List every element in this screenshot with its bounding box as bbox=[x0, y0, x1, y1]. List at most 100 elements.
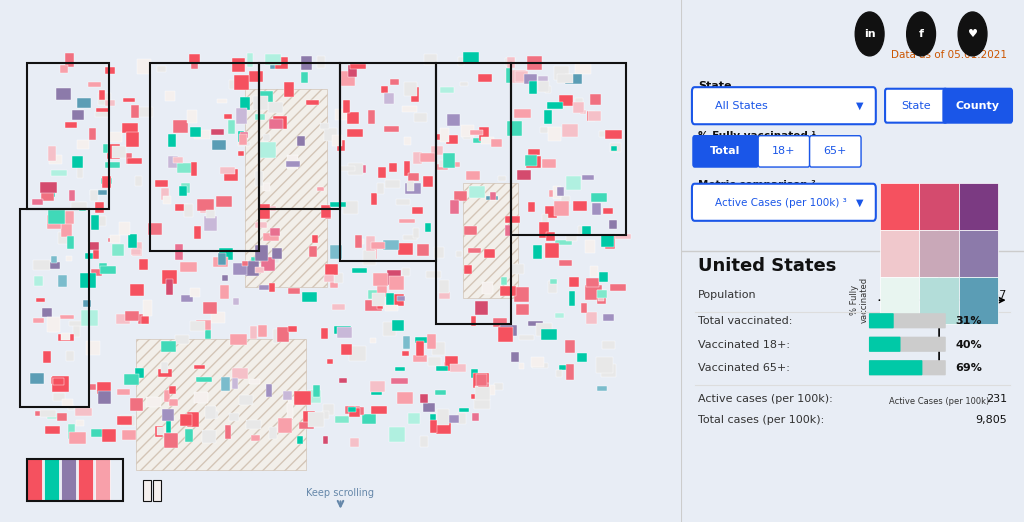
Bar bbox=[343, 100, 350, 113]
Bar bbox=[297, 436, 303, 444]
Bar bbox=[540, 222, 549, 238]
Bar bbox=[313, 385, 319, 397]
Text: Keep scrolling: Keep scrolling bbox=[306, 488, 375, 499]
Bar bbox=[528, 81, 538, 94]
Bar bbox=[228, 120, 234, 134]
Bar bbox=[340, 63, 436, 261]
Bar bbox=[51, 256, 57, 263]
Bar bbox=[352, 165, 366, 173]
Bar bbox=[481, 137, 495, 145]
Bar bbox=[266, 384, 272, 397]
Bar bbox=[110, 132, 123, 142]
Bar bbox=[490, 192, 497, 200]
Bar bbox=[390, 79, 398, 85]
Bar bbox=[251, 434, 260, 441]
Bar bbox=[383, 322, 396, 336]
Bar bbox=[54, 209, 62, 214]
Bar bbox=[242, 260, 248, 266]
Bar bbox=[465, 226, 477, 235]
Bar bbox=[132, 242, 142, 256]
Bar bbox=[341, 70, 355, 86]
Bar bbox=[428, 357, 441, 365]
Text: 231: 231 bbox=[986, 394, 1007, 405]
Bar bbox=[34, 276, 43, 286]
Bar bbox=[138, 107, 154, 117]
Bar bbox=[43, 351, 51, 363]
Bar bbox=[547, 102, 563, 109]
Bar bbox=[566, 364, 574, 379]
FancyBboxPatch shape bbox=[869, 337, 946, 352]
Bar bbox=[238, 142, 250, 146]
Bar bbox=[389, 163, 397, 172]
Bar bbox=[49, 155, 62, 164]
Bar bbox=[168, 156, 178, 168]
Bar bbox=[420, 395, 428, 403]
FancyBboxPatch shape bbox=[958, 230, 998, 277]
Bar bbox=[416, 341, 424, 356]
Bar bbox=[540, 127, 549, 133]
Bar bbox=[348, 65, 357, 77]
Text: State: State bbox=[698, 81, 731, 91]
Bar bbox=[124, 374, 139, 385]
Bar bbox=[262, 183, 270, 191]
Bar bbox=[180, 183, 189, 193]
Bar bbox=[155, 426, 163, 437]
Bar bbox=[307, 390, 321, 403]
Bar bbox=[67, 236, 74, 248]
Bar bbox=[580, 110, 586, 114]
Bar bbox=[272, 248, 283, 258]
Bar bbox=[251, 257, 259, 270]
Bar bbox=[66, 211, 74, 224]
Bar bbox=[168, 134, 176, 147]
Bar bbox=[187, 412, 199, 427]
Bar bbox=[270, 61, 278, 69]
Bar bbox=[586, 312, 597, 324]
Bar bbox=[511, 63, 627, 235]
Bar bbox=[323, 405, 334, 416]
Bar bbox=[223, 114, 231, 118]
Bar bbox=[596, 357, 612, 373]
Bar bbox=[597, 290, 606, 299]
Bar bbox=[605, 236, 614, 250]
Bar bbox=[52, 376, 69, 392]
Bar bbox=[53, 393, 66, 401]
Bar bbox=[498, 176, 506, 181]
Bar bbox=[46, 183, 55, 197]
Bar bbox=[330, 282, 338, 288]
Bar bbox=[434, 247, 444, 258]
Bar bbox=[73, 111, 84, 120]
FancyBboxPatch shape bbox=[958, 277, 998, 324]
Bar bbox=[460, 81, 468, 87]
Bar bbox=[28, 63, 109, 209]
FancyBboxPatch shape bbox=[810, 136, 861, 167]
Bar bbox=[123, 123, 137, 133]
Bar bbox=[255, 171, 263, 186]
Bar bbox=[414, 355, 427, 362]
Bar bbox=[335, 416, 349, 423]
Bar bbox=[135, 368, 144, 378]
Bar bbox=[549, 189, 560, 197]
Bar bbox=[423, 402, 435, 412]
Bar bbox=[557, 187, 564, 196]
Bar bbox=[494, 318, 507, 327]
Text: 31%: 31% bbox=[955, 316, 982, 326]
FancyBboxPatch shape bbox=[758, 136, 810, 167]
Bar bbox=[220, 168, 234, 174]
Bar bbox=[161, 362, 168, 373]
Bar bbox=[77, 164, 83, 178]
Bar bbox=[356, 239, 365, 244]
Bar bbox=[479, 127, 489, 141]
Bar bbox=[556, 371, 562, 377]
Bar bbox=[73, 322, 80, 337]
Bar bbox=[28, 459, 123, 501]
Bar bbox=[157, 66, 167, 72]
Text: in: in bbox=[864, 29, 876, 39]
Bar bbox=[414, 113, 427, 122]
Bar bbox=[371, 242, 385, 250]
Bar bbox=[40, 410, 56, 417]
Bar bbox=[608, 220, 616, 229]
Bar bbox=[246, 262, 259, 276]
Bar bbox=[190, 162, 197, 176]
Bar bbox=[538, 81, 549, 92]
Bar bbox=[345, 406, 359, 414]
